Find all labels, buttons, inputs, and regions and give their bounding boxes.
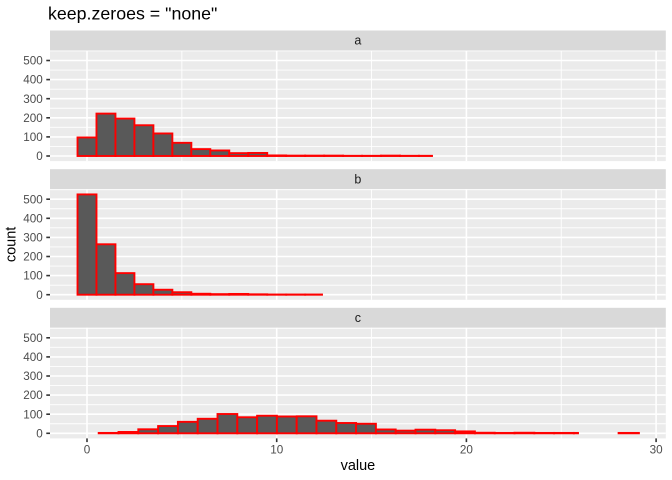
svg-text:400: 400 [23,74,43,87]
svg-text:value: value [341,458,376,474]
svg-text:keep.zeroes = "none": keep.zeroes = "none" [48,4,217,24]
svg-text:200: 200 [23,389,43,402]
svg-text:30: 30 [650,444,664,457]
svg-text:500: 500 [23,193,43,206]
svg-text:300: 300 [23,370,43,383]
svg-text:c: c [355,311,361,325]
svg-text:0: 0 [36,289,43,302]
svg-text:100: 100 [23,270,43,283]
svg-text:b: b [354,172,361,186]
svg-text:100: 100 [23,131,43,144]
svg-text:400: 400 [23,351,43,364]
svg-text:500: 500 [23,332,43,345]
svg-text:0: 0 [84,444,91,457]
svg-text:0: 0 [36,150,43,163]
svg-text:count: count [4,227,20,262]
svg-text:400: 400 [23,212,43,225]
svg-text:10: 10 [270,444,284,457]
svg-text:200: 200 [23,251,43,264]
svg-text:300: 300 [23,93,43,106]
svg-text:20: 20 [460,444,474,457]
svg-text:0: 0 [36,427,43,440]
svg-text:500: 500 [23,55,43,68]
svg-text:200: 200 [23,112,43,125]
svg-text:100: 100 [23,408,43,421]
svg-text:300: 300 [23,232,43,245]
svg-text:a: a [354,34,361,48]
